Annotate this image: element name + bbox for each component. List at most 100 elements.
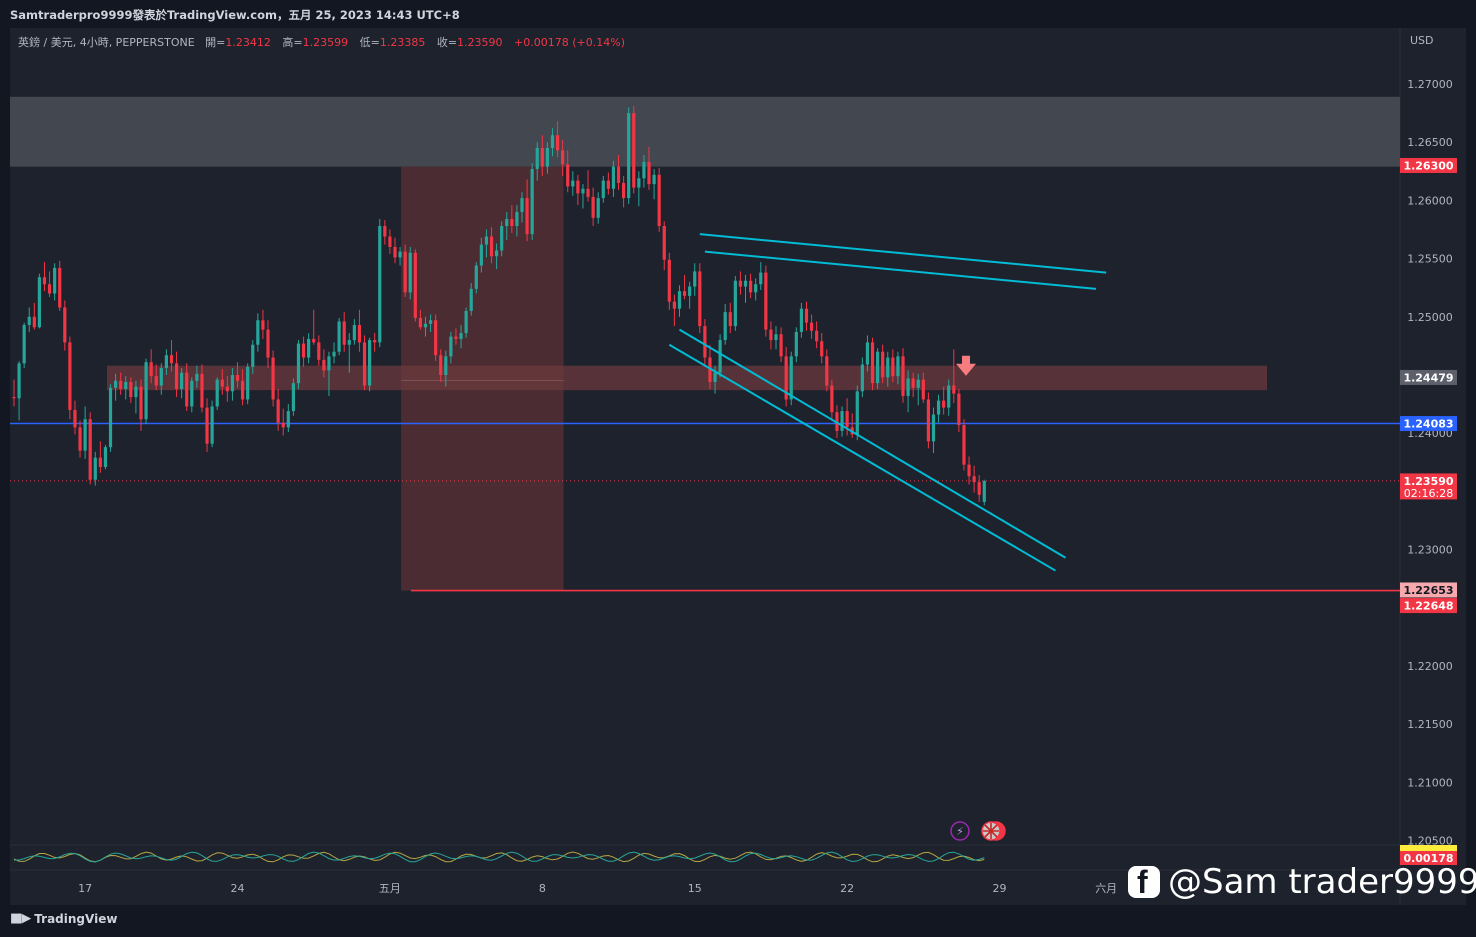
candle-body bbox=[550, 135, 555, 149]
currency-label: USD bbox=[1410, 34, 1434, 47]
candle-body bbox=[210, 406, 214, 444]
candle-body bbox=[266, 329, 270, 358]
candle-body bbox=[296, 343, 301, 384]
candle-body bbox=[78, 427, 82, 451]
candle-body bbox=[774, 334, 778, 341]
candle-body bbox=[174, 363, 179, 389]
candle-body bbox=[159, 368, 163, 386]
candle-body bbox=[555, 135, 560, 151]
candle-body bbox=[881, 351, 885, 378]
ohlc-legend: 英鎊 / 美元, 4小時, PEPPERSTONE 開=1.23412 高=1.… bbox=[18, 34, 633, 50]
candle-body bbox=[891, 357, 895, 377]
demand-zone bbox=[107, 365, 1267, 391]
candle-body bbox=[42, 277, 47, 285]
candle-body bbox=[662, 226, 666, 260]
candle-body bbox=[652, 174, 656, 185]
candle-body bbox=[17, 363, 21, 399]
candle-body bbox=[205, 407, 209, 444]
candle-body bbox=[586, 188, 590, 197]
candle-body bbox=[647, 161, 651, 185]
candle-body bbox=[952, 385, 956, 394]
candle-body bbox=[749, 280, 753, 293]
candle-body bbox=[418, 317, 422, 328]
candle-body bbox=[738, 280, 743, 287]
lightning-glyph: ⚡ bbox=[956, 825, 964, 838]
price-label-box bbox=[1400, 416, 1457, 432]
candle-body bbox=[708, 357, 712, 382]
candle-body bbox=[169, 355, 174, 364]
candle-body bbox=[261, 320, 265, 330]
tv-logo-icon: ■▶ bbox=[10, 911, 31, 926]
candle-body bbox=[698, 271, 702, 327]
price-label-text: 1.24479 bbox=[1403, 371, 1453, 384]
candle-body bbox=[434, 320, 438, 356]
channel-line bbox=[678, 328, 1067, 559]
candle-body bbox=[682, 291, 687, 296]
candle-body bbox=[398, 251, 402, 258]
candle-body bbox=[840, 411, 844, 431]
candle-body bbox=[149, 362, 153, 377]
candle-body bbox=[58, 267, 62, 308]
y-tick-label: 1.25500 bbox=[1407, 253, 1453, 266]
candle-body bbox=[627, 113, 631, 199]
candle-body bbox=[230, 375, 235, 392]
uk-flag-cross bbox=[983, 823, 999, 839]
candle-body bbox=[383, 226, 387, 237]
indicator-value-marker bbox=[1400, 845, 1457, 851]
price-label-box bbox=[1400, 157, 1457, 173]
candle-body bbox=[657, 174, 661, 227]
y-tick-label: 1.22000 bbox=[1407, 660, 1453, 673]
close-label: 收= bbox=[436, 36, 458, 49]
candle-body bbox=[185, 372, 189, 407]
candle-body bbox=[73, 409, 77, 428]
candle-body bbox=[63, 307, 67, 343]
candle-body bbox=[957, 393, 961, 426]
open-value: 1.23412 bbox=[225, 36, 271, 49]
candle-body bbox=[454, 336, 458, 339]
candle-body bbox=[37, 277, 41, 328]
price-label-box bbox=[1400, 598, 1457, 614]
candle-body bbox=[876, 351, 880, 384]
candle-body bbox=[677, 291, 682, 309]
candle-body bbox=[535, 148, 539, 169]
price-axis-background bbox=[1400, 28, 1466, 905]
candle-body bbox=[596, 198, 600, 218]
candle-body bbox=[860, 364, 864, 392]
candle-body bbox=[154, 376, 158, 386]
candle-body bbox=[921, 379, 925, 400]
candle-body bbox=[479, 244, 483, 266]
candle-body bbox=[439, 355, 443, 375]
candle-body bbox=[164, 355, 168, 369]
candle-body bbox=[459, 333, 463, 339]
candle-body bbox=[215, 379, 219, 407]
candle-body bbox=[667, 259, 671, 302]
candle-body bbox=[342, 321, 346, 345]
price-label-text: 1.22653 bbox=[1403, 584, 1453, 597]
candles bbox=[12, 106, 986, 506]
x-tick-label: 五月 bbox=[379, 882, 401, 895]
candle-body bbox=[972, 476, 976, 483]
candle-body bbox=[754, 284, 758, 293]
candle-body bbox=[804, 308, 809, 323]
publish-info: Samtraderpro9999發表於TradingView.com，五月 25… bbox=[10, 8, 460, 22]
candle-body bbox=[271, 357, 275, 400]
author-watermark: f @Sam trader9999 bbox=[1128, 862, 1476, 902]
open-label: 開= bbox=[205, 36, 226, 49]
candle-body bbox=[540, 148, 544, 167]
candle-body bbox=[281, 422, 285, 428]
candle-body bbox=[820, 341, 824, 357]
candle-body bbox=[896, 356, 900, 377]
candle-body bbox=[515, 212, 519, 227]
candle-body bbox=[428, 320, 433, 324]
x-tick-label: 8 bbox=[539, 882, 546, 895]
candle-body bbox=[357, 324, 362, 343]
tradingview-logo[interactable]: ■▶ TradingView bbox=[10, 911, 117, 926]
candle-body bbox=[93, 457, 97, 480]
x-tick-label: 24 bbox=[231, 882, 245, 895]
y-tick-label: 1.26000 bbox=[1407, 194, 1453, 207]
candle-body bbox=[723, 312, 727, 341]
channel-line bbox=[699, 233, 1107, 274]
candle-body bbox=[362, 342, 367, 386]
candle-body bbox=[713, 372, 717, 382]
